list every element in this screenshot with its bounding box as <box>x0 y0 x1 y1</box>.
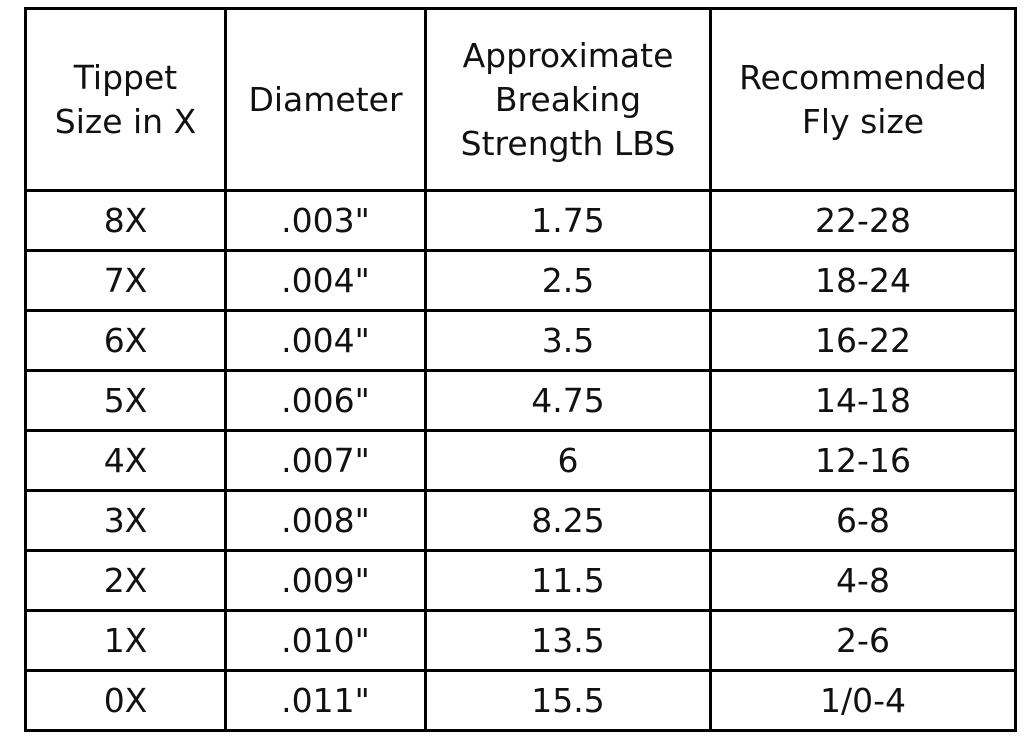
table-cell: 0X <box>24 669 227 732</box>
table-cell: 2.5 <box>424 249 712 312</box>
header-line: Approximate <box>462 35 674 75</box>
header-cell: Diameter <box>224 7 427 192</box>
header-line: Diameter <box>248 79 403 119</box>
table-cell: 3X <box>24 489 227 552</box>
table-cell: 4-8 <box>709 549 1017 612</box>
table-body: 8X .003" 1.75 22-28 7X .004" 2.5 18-24 6X .004" 3.… <box>24 189 1017 732</box>
table-cell: 16-22 <box>709 309 1017 372</box>
tippet-table: Tippet Size in X Diameter Approximate Breaki… <box>24 7 1017 732</box>
table-row: 2X .009" 11.5 4-8 <box>24 549 1017 612</box>
header-line: Fly size <box>801 101 925 141</box>
table-cell: 14-18 <box>709 369 1017 432</box>
table-cell: .009" <box>224 549 427 612</box>
table-row: 8X .003" 1.75 22-28 <box>24 189 1017 252</box>
table-cell: 5X <box>24 369 227 432</box>
table-cell: .011" <box>224 669 427 732</box>
table-cell: 2-6 <box>709 609 1017 672</box>
header-cell: Approximate Breaking Strength LBS <box>424 7 712 192</box>
table-cell: 6X <box>24 309 227 372</box>
table-row: 4X .007" 6 12-16 <box>24 429 1017 492</box>
table-cell: .003" <box>224 189 427 252</box>
table-cell: .006" <box>224 369 427 432</box>
table-cell: 6 <box>424 429 712 492</box>
table-cell: 1X <box>24 609 227 672</box>
table-cell: .008" <box>224 489 427 552</box>
table-cell: 4X <box>24 429 227 492</box>
header-line: Strength LBS <box>460 123 676 163</box>
table-row: 1X .010" 13.5 2-6 <box>24 609 1017 672</box>
table-row: 0X .011" 15.5 1/0-4 <box>24 669 1017 732</box>
header-cell: Tippet Size in X <box>24 7 227 192</box>
table-cell: 18-24 <box>709 249 1017 312</box>
table-cell: 8X <box>24 189 227 252</box>
header-line: Recommended <box>739 57 987 97</box>
table-cell: 3.5 <box>424 309 712 372</box>
table-cell: 4.75 <box>424 369 712 432</box>
table-row: 3X .008" 8.25 6-8 <box>24 489 1017 552</box>
table-cell: .004" <box>224 249 427 312</box>
table-cell: 15.5 <box>424 669 712 732</box>
table-cell: 11.5 <box>424 549 712 612</box>
table-row: 5X .006" 4.75 14-18 <box>24 369 1017 432</box>
table-cell: 1.75 <box>424 189 712 252</box>
header-line: Tippet <box>73 57 178 97</box>
header-cell: Recommended Fly size <box>709 7 1017 192</box>
table-cell: .007" <box>224 429 427 492</box>
table-cell: 6-8 <box>709 489 1017 552</box>
table-cell: .010" <box>224 609 427 672</box>
table-cell: 22-28 <box>709 189 1017 252</box>
table-cell: 8.25 <box>424 489 712 552</box>
table-row: 6X .004" 3.5 16-22 <box>24 309 1017 372</box>
table-cell: 12-16 <box>709 429 1017 492</box>
table-cell: .004" <box>224 309 427 372</box>
header-line: Size in X <box>54 101 197 141</box>
table-cell: 1/0-4 <box>709 669 1017 732</box>
header-row: Tippet Size in X Diameter Approximate Breaki… <box>24 7 1017 192</box>
table-row: 7X .004" 2.5 18-24 <box>24 249 1017 312</box>
table-cell: 7X <box>24 249 227 312</box>
table-cell: 13.5 <box>424 609 712 672</box>
header-line: Breaking <box>494 79 642 119</box>
table-cell: 2X <box>24 549 227 612</box>
